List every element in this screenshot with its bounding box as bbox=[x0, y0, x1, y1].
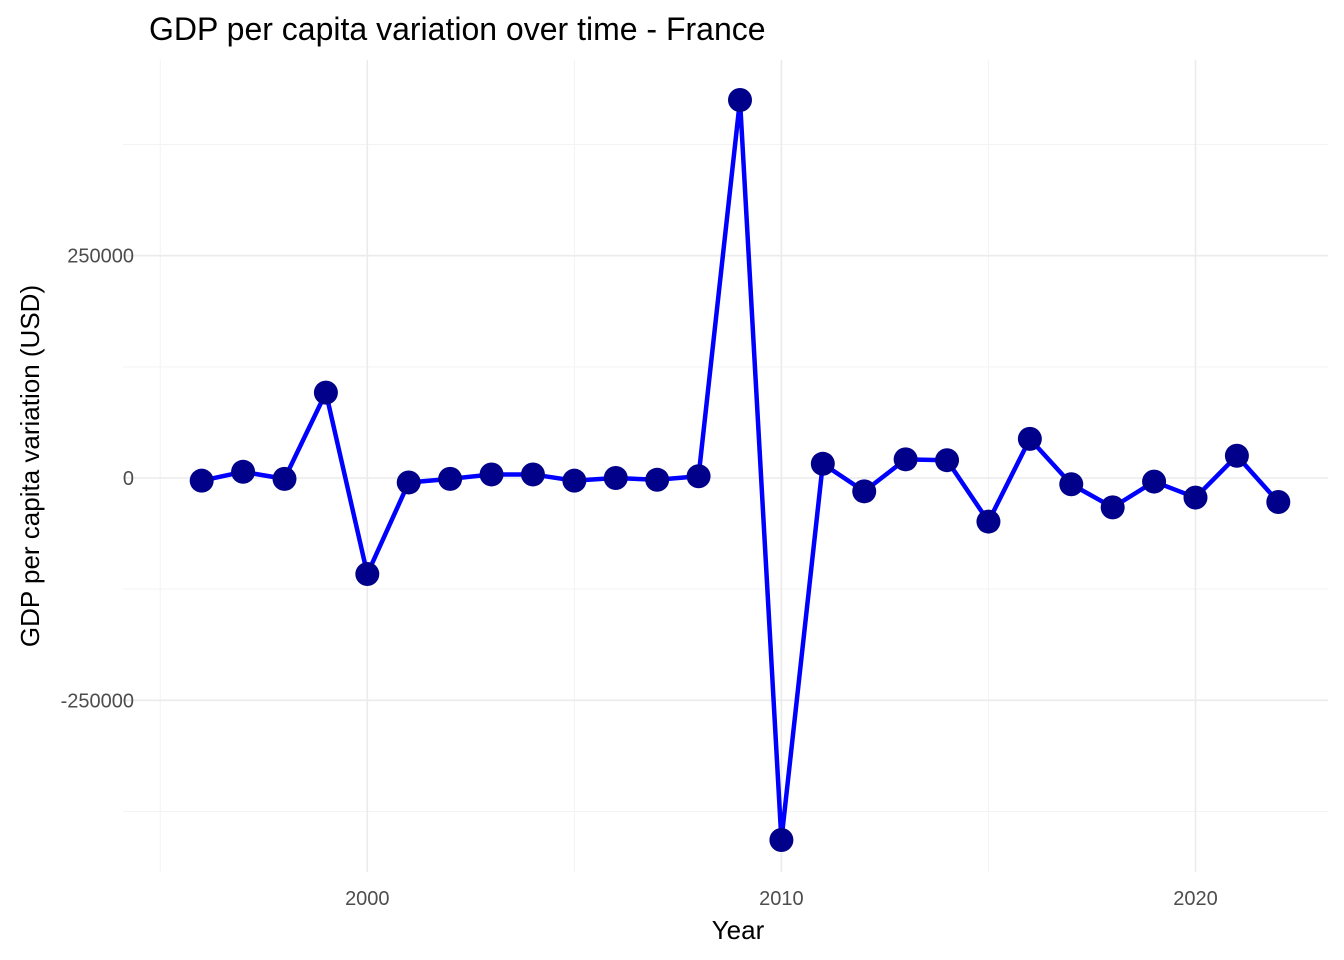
data-point bbox=[313, 380, 338, 405]
data-point bbox=[686, 464, 711, 489]
data-point bbox=[231, 459, 256, 484]
data-point bbox=[976, 509, 1001, 534]
x-tick-label: 2000 bbox=[345, 888, 390, 910]
data-point bbox=[189, 468, 214, 493]
series-line bbox=[199, 97, 1281, 843]
data-point bbox=[769, 827, 794, 852]
data-point bbox=[893, 447, 918, 472]
data-point bbox=[1017, 426, 1042, 451]
data-point bbox=[1142, 469, 1167, 494]
data-point bbox=[438, 466, 463, 491]
x-tick-label: 2020 bbox=[1173, 888, 1218, 910]
y-axis-title: GDP per capita variation (USD) bbox=[15, 285, 45, 647]
data-point bbox=[355, 562, 380, 587]
data-point bbox=[1100, 495, 1125, 520]
series-line-group bbox=[199, 97, 1281, 843]
tick-labels: 2000 2010 2020 -250000 0 250000 bbox=[61, 246, 1218, 910]
y-tick-label: 0 bbox=[123, 468, 134, 490]
grid bbox=[123, 60, 1328, 872]
data-point bbox=[479, 462, 504, 487]
data-point bbox=[810, 451, 835, 476]
data-point bbox=[562, 468, 587, 493]
data-point bbox=[852, 479, 877, 504]
series-points-group bbox=[189, 88, 1291, 852]
data-point bbox=[935, 448, 960, 473]
x-axis-title: Year bbox=[712, 915, 765, 945]
data-point bbox=[520, 462, 545, 487]
data-point bbox=[727, 88, 752, 113]
data-point bbox=[1183, 485, 1208, 510]
data-point bbox=[603, 466, 628, 491]
chart-title: GDP per capita variation over time - Fra… bbox=[149, 11, 766, 47]
x-tick-label: 2010 bbox=[759, 888, 804, 910]
y-tick-label: -250000 bbox=[61, 690, 134, 712]
data-point bbox=[645, 467, 670, 492]
data-point bbox=[1059, 472, 1084, 497]
data-point bbox=[272, 466, 297, 491]
y-tick-label: 250000 bbox=[67, 246, 134, 268]
data-point bbox=[1224, 443, 1249, 468]
data-point bbox=[396, 470, 421, 495]
data-point bbox=[1266, 490, 1291, 515]
